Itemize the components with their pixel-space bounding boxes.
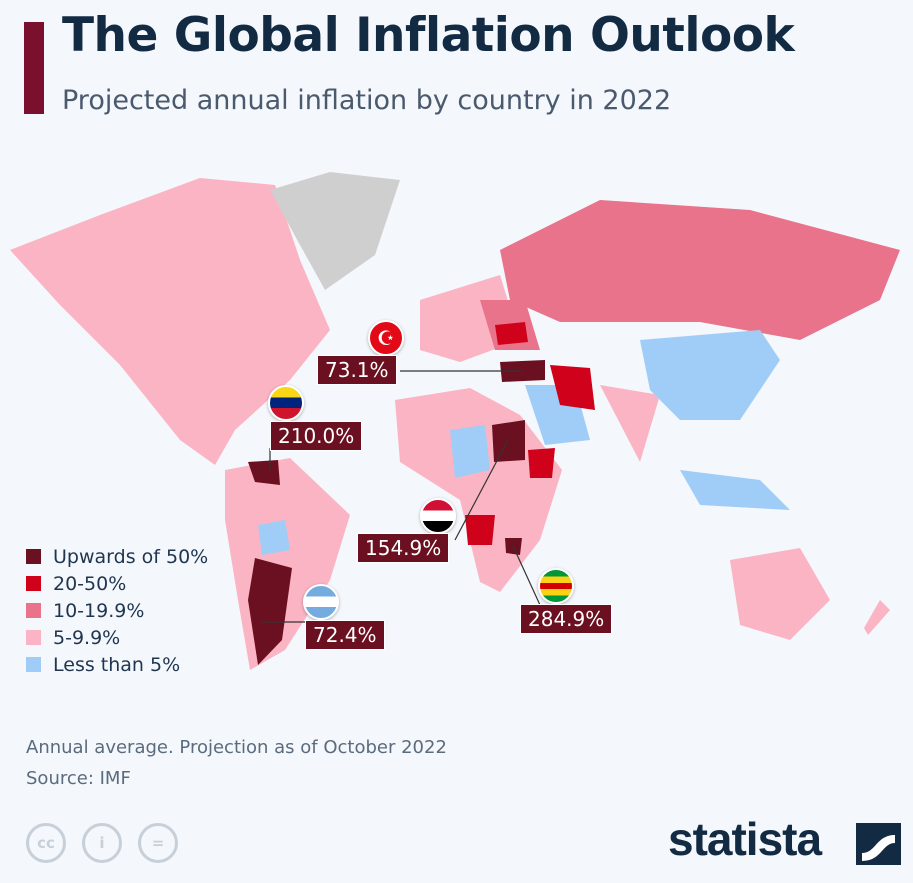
australia bbox=[730, 548, 830, 640]
sudan bbox=[492, 420, 525, 462]
nd-icon[interactable]: = bbox=[138, 823, 178, 863]
iran bbox=[550, 365, 595, 410]
page-title: The Global Inflation Outlook bbox=[62, 8, 795, 63]
zimbabwe-flag-icon bbox=[538, 568, 574, 604]
legend-swatch bbox=[26, 657, 41, 672]
argentina-value-label: 72.4% bbox=[305, 620, 385, 650]
legend-label: 20-50% bbox=[53, 572, 127, 595]
legend-label: Less than 5% bbox=[53, 653, 181, 676]
by-icon[interactable]: i bbox=[82, 823, 122, 863]
annotation-leader-lines bbox=[262, 370, 541, 623]
greenland bbox=[270, 172, 400, 290]
legend-item: Less than 5% bbox=[26, 651, 208, 678]
argentina-flag-icon bbox=[303, 584, 339, 620]
venezuela-value-label: 210.0% bbox=[270, 421, 363, 451]
legend-item: 5-9.9% bbox=[26, 624, 208, 651]
turkey bbox=[500, 360, 545, 382]
legend-item: 20-50% bbox=[26, 570, 208, 597]
sudan-flag-icon bbox=[420, 498, 456, 534]
turkey-flag-icon: ☪ bbox=[368, 320, 404, 356]
legend-label: Upwards of 50% bbox=[53, 545, 209, 568]
venezuela bbox=[248, 460, 280, 485]
north-america bbox=[10, 178, 330, 465]
legend-swatch bbox=[26, 549, 41, 564]
legend-label: 5-9.9% bbox=[53, 626, 121, 649]
india bbox=[600, 385, 660, 462]
bolivia bbox=[258, 520, 290, 555]
legend-item: Upwards of 50% bbox=[26, 543, 208, 570]
legend-label: 10-19.9% bbox=[53, 599, 145, 622]
source: Source: IMF bbox=[26, 768, 131, 789]
legend-swatch bbox=[26, 630, 41, 645]
ukraine bbox=[495, 322, 528, 345]
russia bbox=[500, 200, 900, 340]
title-accent-bar bbox=[24, 22, 44, 114]
china bbox=[640, 330, 780, 420]
southeast-asia bbox=[680, 470, 790, 510]
ethiopia bbox=[528, 448, 555, 478]
argentina bbox=[248, 558, 292, 665]
footnote: Annual average. Projection as of October… bbox=[26, 737, 447, 758]
statista-logo-mark-icon bbox=[856, 823, 901, 865]
legend-swatch bbox=[26, 603, 41, 618]
angola bbox=[465, 515, 495, 545]
new-zealand bbox=[864, 600, 890, 635]
legend: Upwards of 50% 20-50% 10-19.9% 5-9.9% Le… bbox=[26, 543, 208, 678]
zimbabwe-value-label: 284.9% bbox=[520, 604, 613, 634]
cc-icon[interactable]: cc bbox=[26, 823, 66, 863]
venezuela-flag-icon bbox=[268, 385, 304, 421]
statista-logo[interactable]: statista bbox=[668, 813, 822, 865]
sudan-value-label: 154.9% bbox=[357, 533, 450, 563]
turkey-value-label: 73.1% bbox=[317, 355, 397, 385]
central-africa bbox=[450, 425, 490, 478]
legend-item: 10-19.9% bbox=[26, 597, 208, 624]
legend-swatch bbox=[26, 576, 41, 591]
page-subtitle: Projected annual inflation by country in… bbox=[62, 85, 672, 116]
